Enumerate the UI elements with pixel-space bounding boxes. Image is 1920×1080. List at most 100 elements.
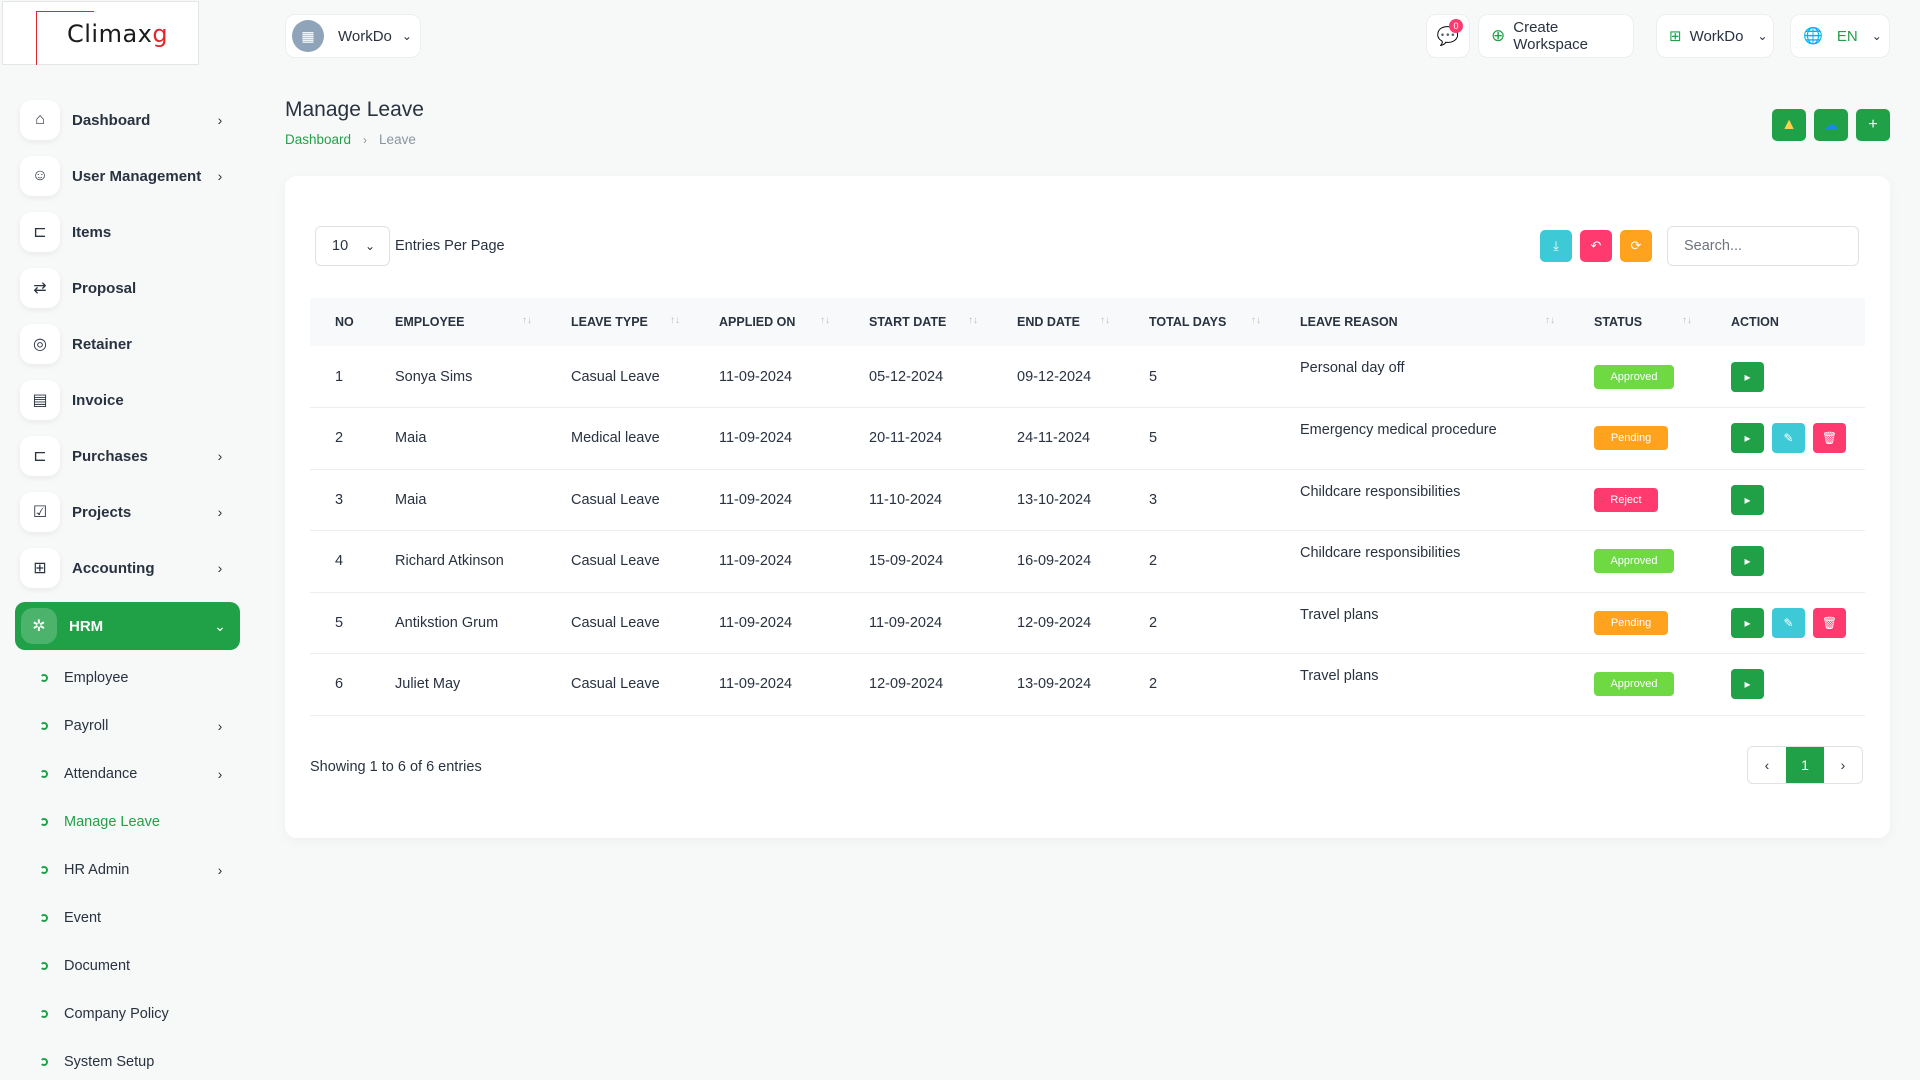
logo[interactable]: Climaxg: [2, 1, 199, 65]
sidebar-sub-manage-leave[interactable]: Manage Leave: [40, 807, 230, 837]
sidebar-sub-payroll[interactable]: Payroll ›: [40, 711, 230, 741]
status-badge: Approved: [1594, 549, 1674, 574]
next-page-button[interactable]: ›: [1824, 747, 1862, 783]
cell-end-date: 09-12-2024: [1017, 368, 1092, 385]
cell-no: 4: [335, 553, 344, 570]
onedrive-button[interactable]: ☁: [1814, 109, 1848, 141]
col-status[interactable]: STATUS ↑↓: [1569, 298, 1706, 346]
cell-leave-type: Casual Leave: [571, 491, 660, 508]
view-button[interactable]: ▸: [1731, 546, 1764, 577]
pagination: ‹ 1 ›: [1747, 746, 1863, 784]
breadcrumb-home[interactable]: Dashboard: [285, 132, 352, 147]
leave-table: NO EMPLOYEE ↑↓ LEAVE TYPE ↑↓ APPLIED ON ↑↓ …: [310, 298, 1865, 716]
view-button[interactable]: ▸: [1731, 361, 1764, 392]
col-label: END DATE: [1017, 315, 1080, 329]
col-action: ACTION: [1706, 298, 1865, 346]
view-button[interactable]: ▸: [1731, 484, 1764, 515]
sidebar-item-invoice[interactable]: ▤ Invoice: [20, 378, 240, 422]
col-employee[interactable]: EMPLOYEE ↑↓: [370, 298, 546, 346]
sidebar-sub-document[interactable]: Document: [40, 951, 230, 981]
edit-button[interactable]: ✎: [1772, 423, 1805, 454]
sidebar-sub-system-setup[interactable]: System Setup: [40, 1047, 230, 1077]
sidebar-sub-company-policy[interactable]: Company Policy: [40, 999, 230, 1029]
chevron-right-icon: ›: [1840, 757, 1846, 773]
language-button[interactable]: 🌐 EN ⌄: [1790, 14, 1890, 58]
sidebar-item-projects[interactable]: ☑ Projects ›: [20, 490, 240, 534]
sidebar-item-hrm[interactable]: ✲ HRM ⌄: [15, 602, 240, 650]
logo-frame: [36, 11, 94, 65]
cell-applied-on: 11-09-2024: [719, 553, 793, 570]
cell-leave-type: Medical leave: [571, 430, 660, 447]
users-icon: ☺: [20, 156, 60, 196]
sidebar-sub-label: Attendance: [64, 766, 138, 782]
google-drive-button[interactable]: ▲: [1772, 109, 1806, 141]
col-applied-on[interactable]: APPLIED ON ↑↓: [694, 298, 844, 346]
export-button[interactable]: ⤓: [1540, 230, 1572, 262]
sidebar-item-accounting[interactable]: ⊞ Accounting ›: [20, 546, 240, 590]
col-label: APPLIED ON: [719, 315, 796, 329]
medal-icon: ◎: [20, 324, 60, 364]
col-label: START DATE: [869, 315, 947, 329]
cell-total-days: 2: [1149, 676, 1158, 693]
sidebar-item-items[interactable]: ⊏ Items: [20, 210, 240, 254]
chevron-right-icon: ›: [217, 504, 223, 520]
col-label: NO: [335, 315, 354, 329]
delete-button[interactable]: 🗑: [1813, 607, 1846, 638]
entries-label: Entries Per Page: [395, 238, 505, 254]
search-input[interactable]: [1667, 226, 1859, 266]
cell-start-date: 15-09-2024: [869, 553, 944, 570]
view-button[interactable]: ▸: [1731, 423, 1764, 454]
caret-right-icon: ▸: [1744, 492, 1751, 507]
create-workspace-button[interactable]: ⊕ Create Workspace: [1478, 14, 1634, 58]
col-end-date[interactable]: END DATE ↑↓: [992, 298, 1124, 346]
sidebar-sub-employee[interactable]: Employee: [40, 663, 230, 693]
shopping-cart-icon: ⊏: [20, 436, 60, 476]
plus-circle-icon: ⊕: [1491, 26, 1506, 45]
page-1-button[interactable]: 1: [1786, 747, 1824, 783]
add-leave-button[interactable]: +: [1856, 109, 1890, 141]
sidebar-item-user-management[interactable]: ☺ User Management ›: [20, 154, 240, 198]
workspace-select[interactable]: ▦ WorkDo ⌄: [285, 14, 421, 58]
prev-page-button[interactable]: ‹: [1748, 747, 1786, 783]
chevron-down-icon: ⌄: [214, 617, 226, 634]
cell-no: 3: [335, 491, 344, 508]
sort-icon: ↑↓: [522, 315, 532, 326]
col-start-date[interactable]: START DATE ↑↓: [844, 298, 992, 346]
workspace-menu-button[interactable]: ⊞ WorkDo ⌄: [1656, 14, 1774, 58]
cell-end-date: 13-09-2024: [1017, 676, 1092, 693]
trash-icon: 🗑: [1821, 615, 1838, 630]
sidebar-sub-attendance[interactable]: Attendance ›: [40, 759, 230, 789]
file-invoice-icon: ▤: [20, 380, 60, 420]
col-leave-type[interactable]: LEAVE TYPE ↑↓: [546, 298, 694, 346]
sidebar-sub-event[interactable]: Event: [40, 903, 230, 933]
sort-icon: ↑↓: [820, 315, 830, 326]
bullet-icon: [40, 866, 48, 874]
col-no[interactable]: NO: [310, 298, 370, 346]
sidebar-item-dashboard[interactable]: ⌂ Dashboard ›: [20, 98, 240, 142]
col-label: STATUS: [1594, 315, 1643, 329]
sidebar-item-label: Proposal: [72, 279, 137, 297]
reload-button[interactable]: ⟳: [1620, 230, 1652, 262]
undo-icon: ↶: [1590, 238, 1602, 253]
cell-applied-on: 11-09-2024: [719, 368, 793, 385]
col-leave-reason[interactable]: LEAVE REASON ↑↓: [1275, 298, 1569, 346]
delete-button[interactable]: 🗑: [1813, 423, 1846, 454]
sidebar-item-purchases[interactable]: ⊏ Purchases ›: [20, 434, 240, 478]
cell-applied-on: 11-09-2024: [719, 676, 793, 693]
chevron-right-icon: ›: [217, 448, 223, 464]
view-button[interactable]: ▸: [1731, 669, 1764, 700]
sidebar-item-proposal[interactable]: ⇄ Proposal: [20, 266, 240, 310]
view-button[interactable]: ▸: [1731, 607, 1764, 638]
reset-button[interactable]: ↶: [1580, 230, 1612, 262]
cell-end-date: 16-09-2024: [1017, 553, 1092, 570]
sidebar-sub-hr-admin[interactable]: HR Admin ›: [40, 855, 230, 885]
cell-reason: Travel plans: [1300, 668, 1379, 684]
cell-employee: Maia: [395, 491, 427, 508]
table-row: 5 Antikstion Grum Casual Leave 11-09-202…: [310, 592, 1865, 654]
sidebar-item-retainer[interactable]: ◎ Retainer: [20, 322, 240, 366]
entries-per-page-select[interactable]: 10 ⌄: [315, 226, 390, 266]
edit-button[interactable]: ✎: [1772, 607, 1805, 638]
page-title: Manage Leave: [285, 98, 424, 121]
notifications-button[interactable]: 💬 0: [1426, 14, 1470, 58]
col-total-days[interactable]: TOTAL DAYS ↑↓: [1124, 298, 1275, 346]
